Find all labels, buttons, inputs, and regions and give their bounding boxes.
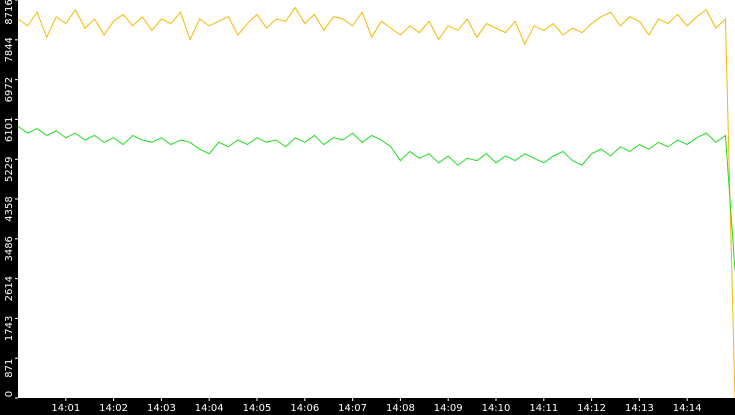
- x-tick-label: 14:07: [338, 403, 367, 414]
- x-tick-label: 14:08: [386, 403, 415, 414]
- x-tick-label: 14:09: [434, 403, 463, 414]
- x-tick-label: 14:10: [482, 403, 511, 414]
- y-tick-label: 5229: [4, 157, 15, 182]
- x-tick-label: 14:14: [673, 403, 702, 414]
- y-tick-label: 6972: [4, 77, 15, 102]
- plot-area: [18, 0, 735, 398]
- y-tick-label: 871: [4, 359, 15, 378]
- y-tick-label: 6101: [4, 117, 15, 142]
- x-tick-label: 14:02: [99, 403, 128, 414]
- x-tick-label: 14:13: [625, 403, 654, 414]
- y-tick-label: 7844: [4, 37, 15, 62]
- y-tick-label: 3486: [4, 236, 15, 261]
- y-tick-label: 1743: [4, 316, 15, 341]
- x-tick-label: 14:06: [290, 403, 319, 414]
- x-tick-label: 14:04: [195, 403, 224, 414]
- x-tick-label: 14:03: [147, 403, 176, 414]
- series-line: [17, 6, 735, 399]
- y-tick-label: 4358: [4, 196, 15, 221]
- x-tick-label: 14:05: [243, 403, 272, 414]
- x-tick-label: 14:01: [51, 403, 80, 414]
- series-line: [17, 125, 735, 271]
- x-tick-label: 14:12: [577, 403, 606, 414]
- y-tick-label: 8716: [4, 0, 15, 25]
- y-tick-label: 0: [4, 391, 15, 397]
- y-tick-label: 2614: [4, 276, 15, 301]
- x-tick-label: 14:11: [529, 403, 558, 414]
